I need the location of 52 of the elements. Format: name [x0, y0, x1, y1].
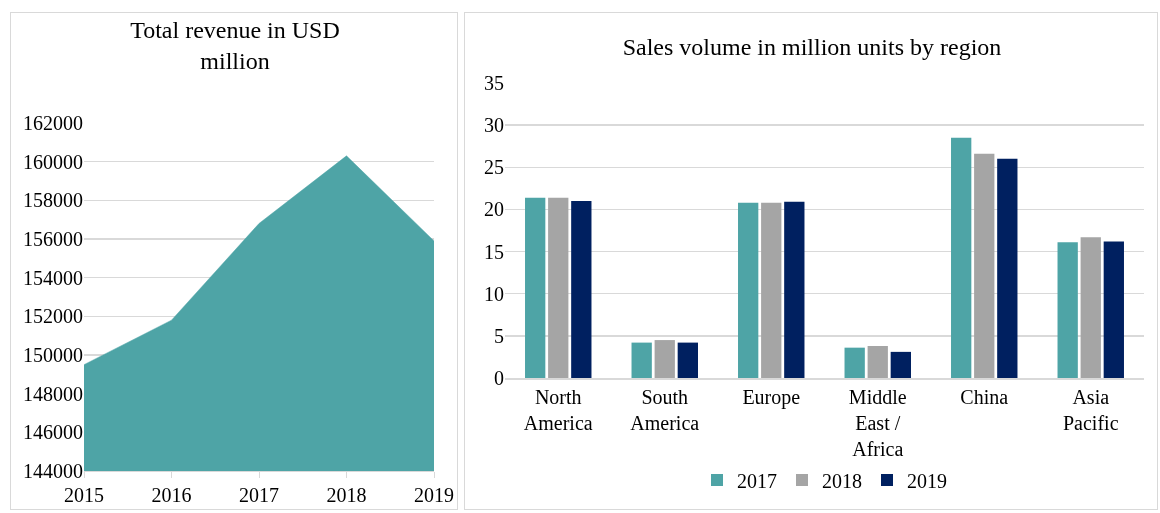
bar	[761, 202, 782, 378]
x-tick-label: 2019	[414, 484, 454, 506]
bar	[1080, 237, 1101, 378]
chart-title: Sales volume in million units by region	[622, 33, 1002, 60]
bar	[571, 201, 592, 378]
y-tick-label: 5	[494, 324, 504, 347]
bar	[654, 340, 675, 378]
bar	[738, 202, 759, 378]
x-tick-label: South America	[630, 385, 700, 434]
y-tick-label: 162000	[23, 112, 83, 134]
y-tick-label: 144000	[23, 460, 83, 482]
bar	[844, 347, 865, 378]
x-tick-label: North America	[523, 385, 593, 434]
legend-label: 2018	[822, 469, 862, 492]
y-tick-label: 35	[484, 72, 504, 94]
y-tick-label: 15	[484, 240, 504, 263]
y-tick-label: 0	[494, 367, 504, 389]
x-tick-label: 2017	[239, 484, 279, 506]
bar	[997, 158, 1018, 378]
y-tick-label: 150000	[23, 344, 83, 366]
legend-label: 2019	[907, 469, 947, 492]
y-tick-label: 146000	[23, 421, 83, 444]
y-tick-label: 158000	[23, 189, 83, 212]
bar	[525, 197, 546, 378]
bar	[974, 153, 995, 378]
bar	[784, 201, 805, 378]
x-tick-label: Middle East / Africa	[848, 385, 907, 460]
legend-label: 2017	[737, 469, 777, 492]
y-tick-label: 148000	[23, 382, 83, 405]
bar	[951, 137, 972, 378]
bar	[677, 342, 698, 378]
y-tick-label: 152000	[23, 305, 83, 328]
y-tick-label: 10	[484, 282, 504, 305]
y-tick-label: 156000	[23, 228, 83, 250]
y-tick-label: 20	[484, 198, 504, 221]
bar	[867, 345, 888, 378]
bar	[631, 342, 652, 378]
chart-title: Total revenue in USD million	[130, 16, 340, 75]
y-tick-label: 25	[484, 156, 504, 179]
x-tick-label: China	[960, 385, 1009, 408]
x-tick-label: Europe	[742, 385, 801, 409]
y-tick-label: 30	[484, 114, 504, 137]
x-tick-label: Asia Pacific	[1062, 385, 1119, 434]
bar	[1103, 241, 1124, 378]
bar	[548, 197, 569, 378]
y-tick-label: 160000	[23, 150, 83, 173]
bar	[890, 351, 911, 378]
x-tick-label: 2015	[64, 484, 104, 506]
x-tick-label: 2016	[151, 484, 192, 506]
x-tick-label: 2018	[326, 484, 367, 506]
bar	[1057, 242, 1078, 378]
y-tick-label: 154000	[23, 266, 83, 289]
